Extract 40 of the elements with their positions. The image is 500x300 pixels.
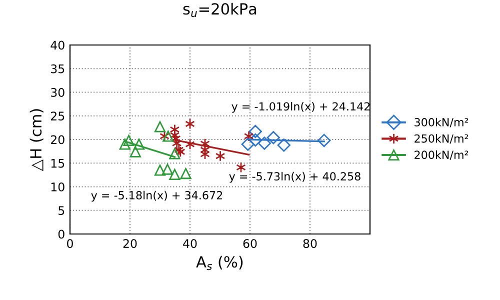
legend-label: 300kN/m² [414,118,468,128]
x-tick-label: 60 [243,239,257,248]
point [162,130,174,142]
x-tick-label: 80 [303,239,317,248]
point [169,168,180,180]
legend-label: 200kN/m² [414,150,468,160]
point [248,133,262,147]
point [277,138,290,152]
point [248,124,262,138]
y-tick-label: 35 [51,64,64,74]
point [154,121,166,132]
annotation: y = -5.73ln(x) + 40.258 [229,172,360,183]
annotation: y = -1.019ln(x) + 24.142 [232,102,370,113]
y-tick-label: 15 [51,159,64,168]
point [169,148,180,160]
point [123,134,134,146]
chart-title: s$_{u}$=20kPa [183,2,256,18]
point [180,168,192,180]
point [258,136,271,150]
annotation: y = -5.18ln(x) + 34.672 [91,190,222,202]
y-tick-label: 20 [50,135,64,144]
x-axis-title: A$_{s}$ (%) [196,256,243,270]
y-tick-label: 30 [51,88,64,97]
point [318,134,331,148]
point [162,164,174,175]
x-tick-label: 40 [183,239,197,248]
y-tick-label: 40 [50,40,64,50]
y-tick-label: 0 [58,230,64,239]
point [154,164,166,176]
x-tick-label: 0 [67,239,73,248]
x-tick-label: 20 [123,239,137,248]
y-tick-label: 25 [50,112,64,121]
point [119,138,130,150]
y-axis-title: △H (cm) [30,109,44,172]
y-tick-label: 5 [58,206,64,216]
point [241,138,254,151]
point [130,146,141,158]
point [133,138,145,150]
y-tick-label: 10 [51,182,64,192]
point [266,131,280,144]
